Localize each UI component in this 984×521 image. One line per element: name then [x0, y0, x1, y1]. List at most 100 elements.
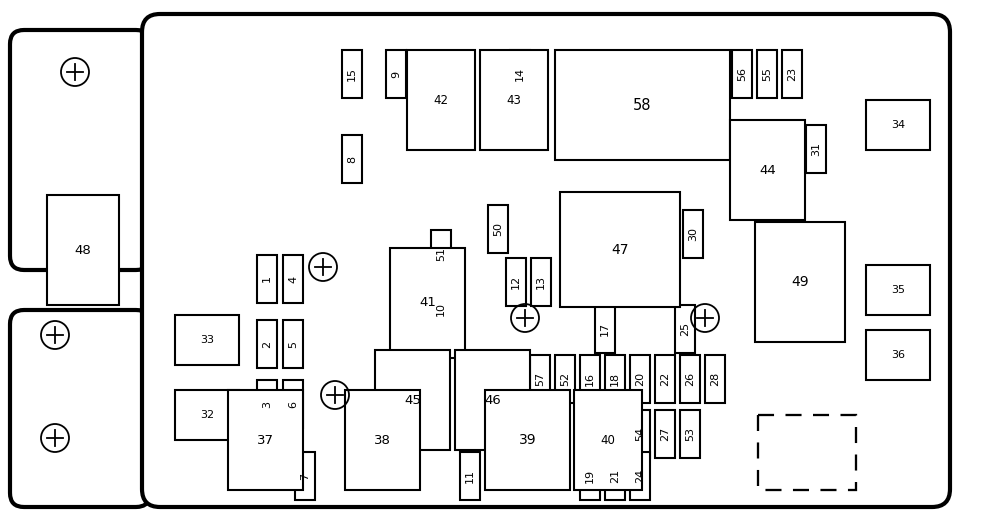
Text: 27: 27 [660, 427, 670, 441]
Bar [228, 390, 303, 490]
Bar [630, 410, 650, 458]
Text: 5: 5 [288, 341, 298, 348]
Text: 23: 23 [787, 67, 797, 81]
Bar [175, 315, 239, 365]
Bar [175, 390, 239, 440]
Text: 10: 10 [436, 302, 446, 316]
Bar [431, 285, 451, 333]
Bar [866, 330, 930, 380]
Text: 26: 26 [685, 372, 695, 386]
Text: 3: 3 [262, 401, 272, 407]
Bar [506, 258, 526, 306]
Bar [630, 355, 650, 403]
Text: 22: 22 [660, 372, 670, 386]
Text: 19: 19 [585, 469, 595, 483]
Text: 48: 48 [75, 243, 92, 256]
Text: 1: 1 [262, 276, 272, 282]
Text: 32: 32 [200, 410, 215, 420]
Text: 57: 57 [535, 372, 545, 386]
Text: 17: 17 [600, 322, 610, 336]
Text: 53: 53 [685, 427, 695, 441]
Bar [580, 355, 600, 403]
Bar [866, 100, 930, 150]
Text: 8: 8 [347, 155, 357, 163]
Text: 33: 33 [200, 335, 214, 345]
Bar [345, 390, 420, 490]
Text: 45: 45 [404, 393, 421, 406]
Bar [480, 50, 548, 150]
Bar [485, 390, 570, 490]
Text: 34: 34 [891, 120, 905, 130]
Bar [283, 255, 303, 303]
Bar [375, 350, 450, 450]
Bar [510, 50, 530, 98]
Bar [655, 410, 675, 458]
Text: 20: 20 [635, 372, 645, 386]
Text: 13: 13 [536, 275, 546, 289]
Text: 2: 2 [262, 340, 272, 348]
Bar [730, 120, 805, 220]
Bar [386, 50, 406, 98]
Text: 15: 15 [347, 67, 357, 81]
Bar [342, 135, 362, 183]
Bar [283, 380, 303, 428]
Bar [530, 355, 550, 403]
Bar [675, 305, 695, 353]
Bar [460, 452, 480, 500]
Text: 42: 42 [434, 93, 449, 106]
Bar [295, 452, 315, 500]
Text: 4: 4 [288, 276, 298, 282]
Bar [680, 410, 700, 458]
Bar [605, 452, 625, 500]
Text: 21: 21 [610, 469, 620, 483]
Text: 16: 16 [585, 372, 595, 386]
Bar [407, 50, 475, 150]
Text: 35: 35 [891, 285, 905, 295]
Text: 31: 31 [811, 142, 821, 156]
Bar [283, 320, 303, 368]
Bar [732, 50, 752, 98]
Text: 25: 25 [680, 322, 690, 336]
Text: 9: 9 [391, 70, 401, 78]
Bar [342, 50, 362, 98]
Text: 46: 46 [484, 393, 501, 406]
Text: 41: 41 [419, 296, 436, 309]
Bar [705, 355, 725, 403]
Bar [47, 195, 119, 305]
Text: 30: 30 [688, 227, 698, 241]
Text: 40: 40 [600, 433, 615, 446]
Text: 43: 43 [507, 93, 522, 106]
Text: 54: 54 [635, 427, 645, 441]
Bar [555, 50, 730, 160]
Bar [257, 255, 277, 303]
Text: 51: 51 [436, 247, 446, 261]
Bar [605, 355, 625, 403]
Text: 38: 38 [374, 433, 391, 446]
Bar [390, 248, 465, 358]
Bar [782, 50, 802, 98]
Bar [257, 320, 277, 368]
Text: 24: 24 [635, 469, 645, 483]
Bar [580, 452, 600, 500]
Bar [680, 355, 700, 403]
Bar [755, 222, 845, 342]
Text: 49: 49 [791, 275, 809, 289]
Text: 44: 44 [759, 164, 775, 177]
Text: 50: 50 [493, 222, 503, 236]
Text: 28: 28 [710, 372, 720, 386]
Text: 52: 52 [560, 372, 570, 386]
Bar [257, 380, 277, 428]
Text: 56: 56 [737, 67, 747, 81]
Text: 37: 37 [257, 433, 274, 446]
Bar [683, 210, 703, 258]
FancyBboxPatch shape [142, 14, 950, 507]
Text: 47: 47 [611, 242, 629, 256]
Text: 55: 55 [762, 67, 772, 81]
Text: 11: 11 [465, 469, 475, 483]
Bar [455, 350, 530, 450]
Bar [757, 50, 777, 98]
FancyBboxPatch shape [10, 310, 150, 507]
Bar [560, 192, 680, 307]
Bar [531, 258, 551, 306]
Bar [758, 415, 856, 490]
